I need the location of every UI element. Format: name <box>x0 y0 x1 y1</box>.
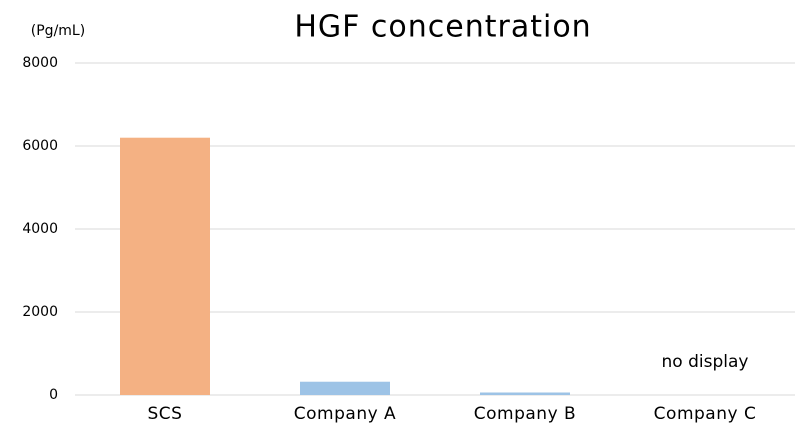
x-tick-label: SCS <box>148 404 183 424</box>
bar <box>120 137 210 395</box>
x-tick-label: Company B <box>474 404 576 424</box>
y-tick-label: 4000 <box>22 221 58 237</box>
y-tick-label: 2000 <box>22 304 58 320</box>
x-tick-label: Company A <box>294 404 396 424</box>
bar <box>480 392 570 395</box>
annotation: no display <box>662 352 749 372</box>
x-tick-label: Company C <box>654 404 757 424</box>
y-tick-label: 6000 <box>22 138 58 154</box>
y-tick-label: 0 <box>49 387 58 403</box>
y-axis-unit: (Pg/mL) <box>31 23 85 39</box>
bar <box>300 381 390 395</box>
chart-title: HGF concentration <box>294 10 591 45</box>
y-tick-label: 8000 <box>22 55 58 71</box>
